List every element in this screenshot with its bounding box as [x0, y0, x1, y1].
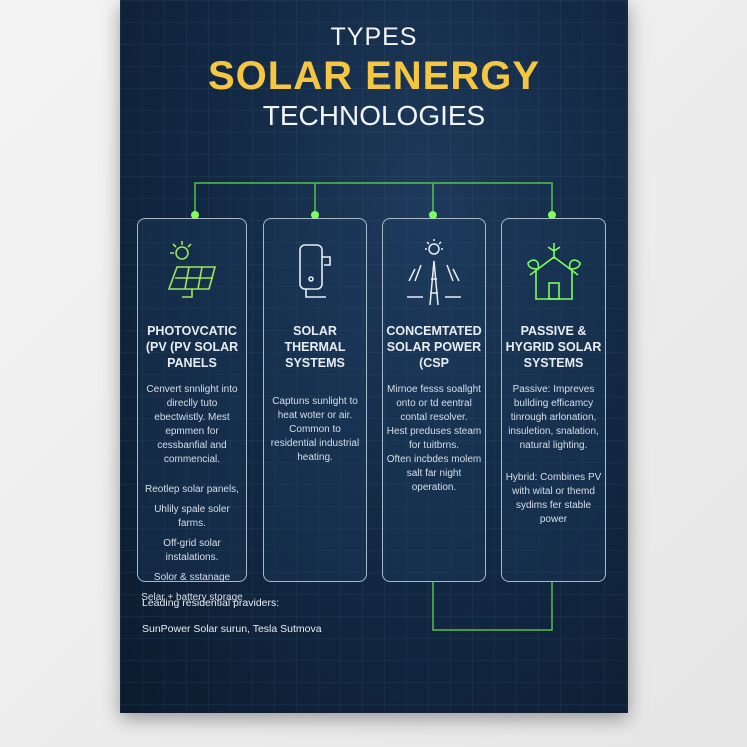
card-photovoltaic: PHOTOVCATIC (PV (PV SOLAR PANELS Cenvert… [137, 218, 247, 603]
title-line-1: TYPES [330, 23, 418, 51]
list-item: Selar + battery storage [141, 592, 243, 603]
solar-tower-icon [407, 239, 461, 306]
card-title: PASSIVE & HYGRID SOLAR SYSTEMS [505, 324, 602, 370]
card-text: Hybrid: Combines PV with wital or themd … [505, 472, 602, 525]
card-text: Hest preduses steam for tuitbrns. [386, 426, 482, 451]
card-title: PHOTOVCATIC (PV (PV SOLAR PANELS [145, 324, 239, 370]
footer-label: Leading residential praviders: [142, 597, 280, 609]
title-main: SOLAR ENERGY [207, 54, 541, 98]
card-text: Captuns sunlight to heat woter or air. [272, 396, 358, 421]
footer-providers: SunPower Solar surun, Tesla Sutmova [142, 623, 322, 635]
water-heater-icon [299, 244, 331, 298]
list-item: Solor & sstanage [153, 572, 231, 583]
eco-house-icon [526, 243, 581, 300]
title-line-3: TECHNOLOGIES [262, 100, 486, 131]
card-text: Mirnoe fesss soallght onto or td eentral… [387, 384, 481, 423]
card-text: Often incbdes molem salt far night opera… [386, 454, 482, 493]
card-text: Cenvert snnlight into direclly tuto ebec… [146, 384, 238, 465]
connector-lines [191, 182, 556, 631]
list-item: Off-grid solar instalations. [163, 538, 221, 563]
card-text: Common to residential industrial heating… [270, 424, 360, 463]
card-passive-hybrid: PASSIVE & HYGRID SOLAR SYSTEMS Passive: … [501, 218, 606, 582]
card-title: CONCEMTATED SOLAR POWER (CSP [386, 324, 482, 370]
card-text: Passive: Impreves bullding efficamcy tin… [508, 384, 599, 451]
poster: TYPES SOLAR ENERGY TECHNOLOGIES PHOTOVCA… [120, 0, 628, 713]
card-solar-thermal: SOLAR THERMAL SYSTEMS Captuns sunlight t… [263, 218, 367, 582]
list-item: Reotlep solar panels, [145, 484, 239, 495]
card-csp: CONCEMTATED SOLAR POWER (CSP Mirnoe fess… [382, 218, 486, 582]
card-title: SOLAR THERMAL SYSTEMS [284, 324, 346, 370]
list-item: Uhlily spale soler farms. [154, 504, 230, 529]
solar-panel-icon [167, 241, 217, 298]
